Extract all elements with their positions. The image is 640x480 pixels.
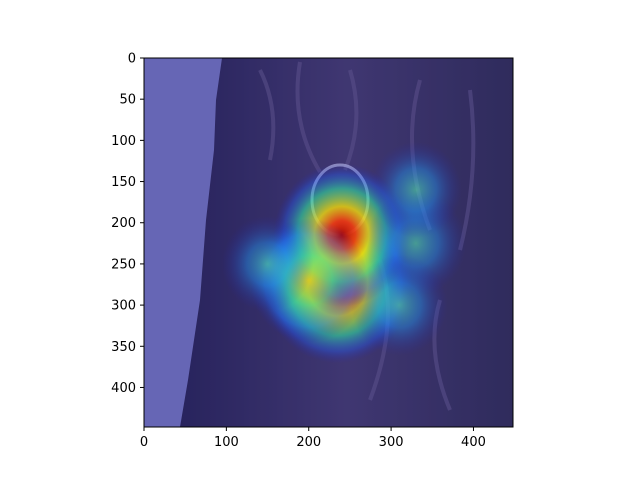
y-tick-label: 150 [111,175,136,190]
y-tick-label: 50 [119,93,136,108]
x-tick-label: 300 [379,435,404,450]
y-tick-label: 400 [111,381,136,396]
y-tick-label: 300 [111,299,136,314]
y-tick-label: 350 [111,340,136,355]
y-axis: 0 50 100 150 200 250 300 350 400 [111,52,144,396]
x-tick-label: 100 [214,435,239,450]
heatmap-hotspot-5 [351,254,448,356]
y-tick-label: 100 [111,134,136,149]
heatmap-hotspots [221,141,467,364]
y-tick-label: 200 [111,216,136,231]
heatmap-hotspot-7 [221,215,314,312]
axes-frame [143,57,514,428]
y-tick-label: 0 [128,52,136,67]
x-tick-label: 400 [461,435,486,450]
x-tick-label: 200 [296,435,321,450]
heatmap-hotspot-6 [370,141,462,238]
x-tick-label: 0 [140,435,148,450]
y-tick-label: 250 [111,257,136,272]
x-axis: 0 100 200 300 400 [140,427,486,450]
